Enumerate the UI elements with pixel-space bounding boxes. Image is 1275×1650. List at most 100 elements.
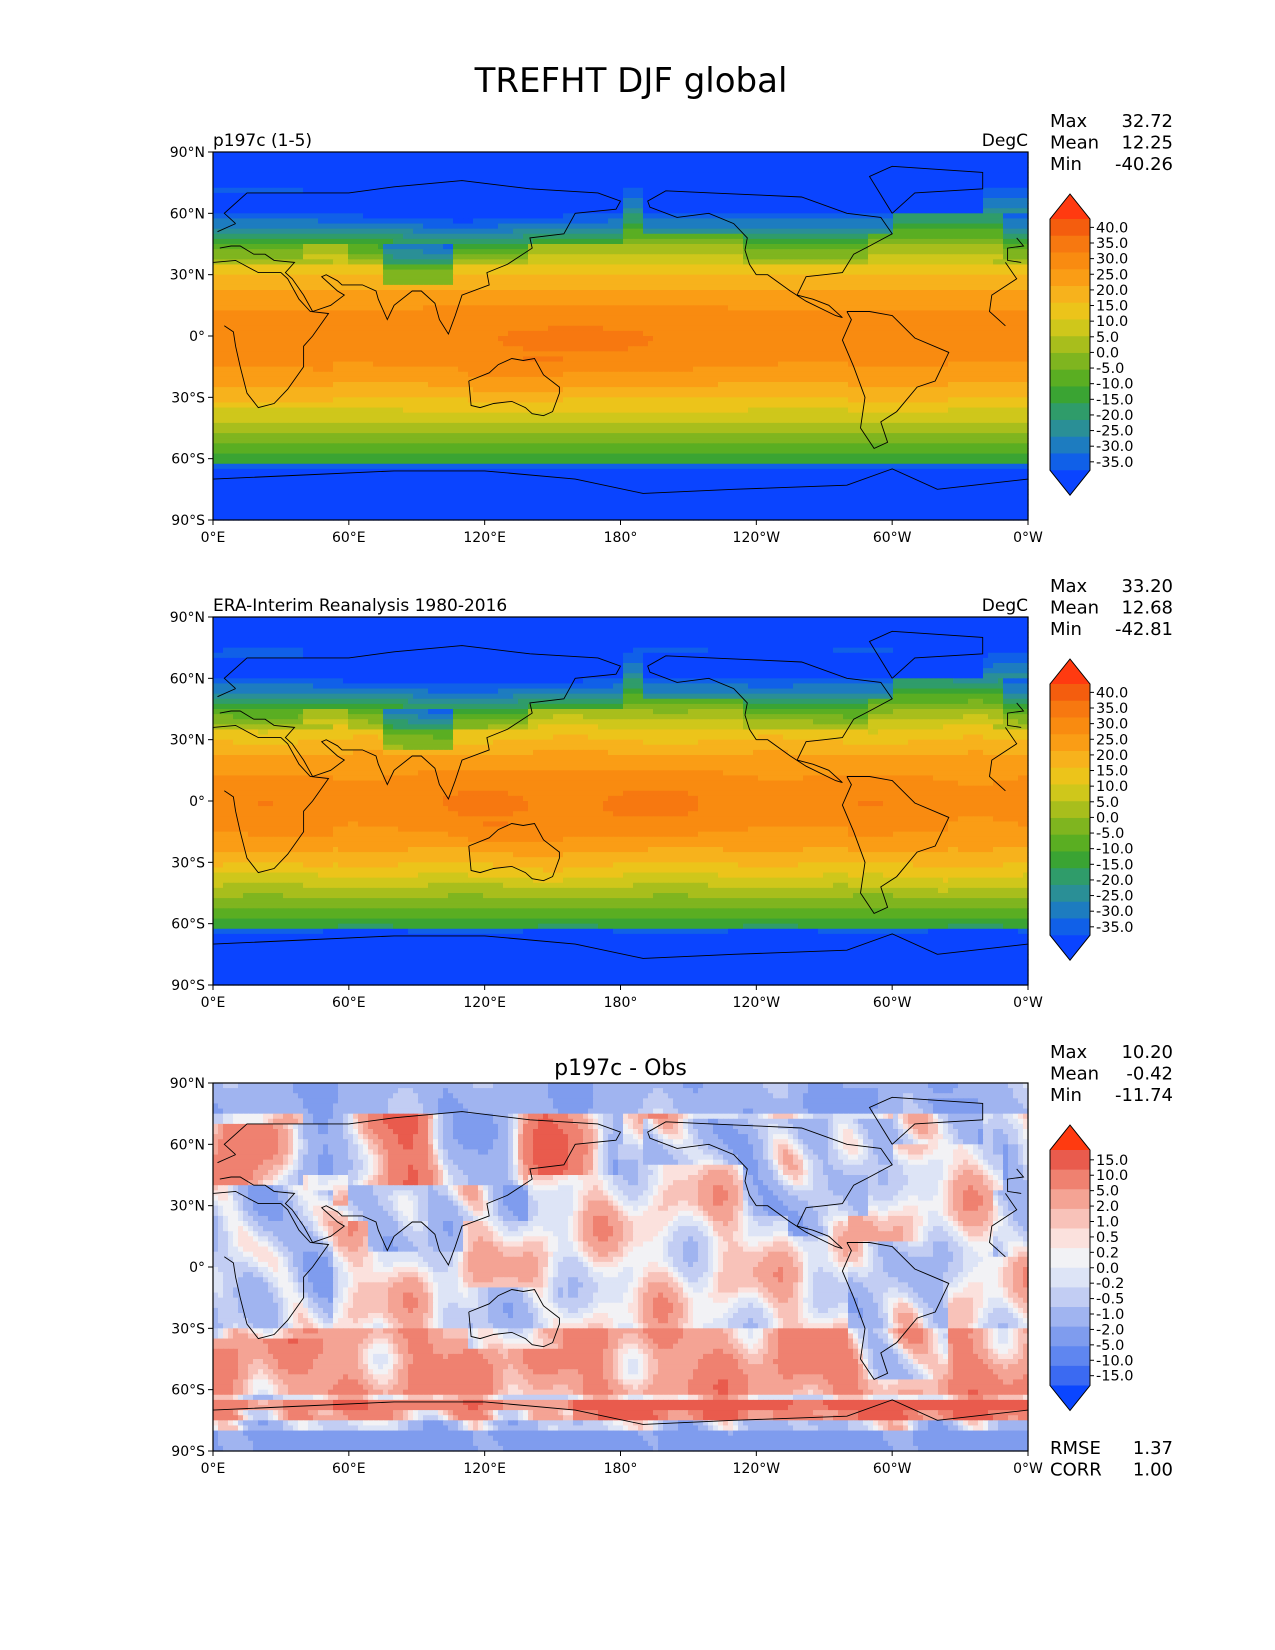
map-cell (398, 172, 404, 178)
map-cell (873, 259, 879, 265)
map-cell (498, 213, 504, 219)
map-cell (593, 234, 599, 240)
map-cell (303, 224, 309, 230)
map-cell (513, 178, 519, 184)
map-cell (303, 157, 309, 163)
map-cell (998, 208, 1004, 214)
map-cell (593, 193, 599, 199)
map-cell (688, 183, 694, 189)
map-cell (763, 295, 769, 301)
map-cell (353, 295, 359, 301)
map-cell (233, 229, 239, 235)
map-cell (738, 305, 744, 311)
map-cell (448, 264, 454, 270)
map-cell (288, 218, 294, 224)
map-cell (998, 213, 1004, 219)
map-cell (618, 229, 624, 235)
map-cell (253, 178, 259, 184)
map-cell (533, 162, 539, 168)
map-cell (973, 300, 979, 306)
map-cell (788, 280, 794, 286)
map-cell (503, 239, 509, 245)
map-cell (278, 234, 284, 240)
map-cell (398, 218, 404, 224)
map-cell (398, 203, 404, 209)
map-cell (233, 183, 239, 189)
map-cell (278, 295, 284, 301)
map-cell (728, 203, 734, 209)
map-cell (893, 218, 899, 224)
map-cell (938, 162, 944, 168)
map-cell (293, 254, 299, 260)
map-cell (733, 280, 739, 286)
map-cell (248, 203, 254, 209)
map-cell (503, 249, 509, 255)
map-cell (413, 234, 419, 240)
map-cell (733, 264, 739, 270)
map-cell (398, 183, 404, 189)
map-cell (613, 172, 619, 178)
map-cell (508, 249, 514, 255)
map-cell (703, 218, 709, 224)
map-cell (728, 229, 734, 235)
map-cell (513, 285, 519, 291)
map-cell (433, 275, 439, 281)
map-cell (703, 259, 709, 265)
map-cell (358, 162, 364, 168)
map-cell (778, 254, 784, 260)
map-cell (458, 183, 464, 189)
map-cell (763, 285, 769, 291)
map-cell (973, 178, 979, 184)
map-cell (468, 193, 474, 199)
map-cell (838, 280, 844, 286)
map-cell (853, 270, 859, 276)
map-cell (933, 218, 939, 224)
map-cell (858, 239, 864, 245)
map-cell (593, 172, 599, 178)
map-cell (358, 208, 364, 214)
map-cell (418, 285, 424, 291)
map-cell (623, 229, 629, 235)
map-cell (818, 290, 824, 296)
map-cell (218, 208, 224, 214)
map-cell (423, 224, 429, 230)
map-cell (628, 295, 634, 301)
map-cell (338, 224, 344, 230)
map-cell (728, 208, 734, 214)
map-cell (828, 224, 834, 230)
map-cell (558, 178, 564, 184)
map-cell (823, 162, 829, 168)
map-cell (483, 224, 489, 230)
map-cell (1013, 203, 1019, 209)
map-cell (748, 239, 754, 245)
map-cell (288, 208, 294, 214)
map-cell (878, 244, 884, 250)
map-cell (933, 300, 939, 306)
map-cell (498, 178, 504, 184)
map-cell (733, 295, 739, 301)
map-cell (468, 178, 474, 184)
map-cell (688, 290, 694, 296)
map-cell (853, 162, 859, 168)
map-cell (628, 254, 634, 260)
map-cell (448, 198, 454, 204)
map-cell (958, 152, 964, 158)
map-cell (708, 218, 714, 224)
map-cell (588, 218, 594, 224)
map-cell (543, 270, 549, 276)
map-cell (378, 208, 384, 214)
map-cell (383, 264, 389, 270)
map-cell (938, 285, 944, 291)
map-cell (958, 224, 964, 230)
map-cell (323, 183, 329, 189)
map-cell (818, 285, 824, 291)
map-cell (343, 193, 349, 199)
map-cell (508, 162, 514, 168)
map-cell (888, 213, 894, 219)
map-cell (688, 162, 694, 168)
map-cell (698, 264, 704, 270)
map-cell (693, 208, 699, 214)
map-cell (673, 270, 679, 276)
map-cell (218, 254, 224, 260)
map-cell (333, 229, 339, 235)
